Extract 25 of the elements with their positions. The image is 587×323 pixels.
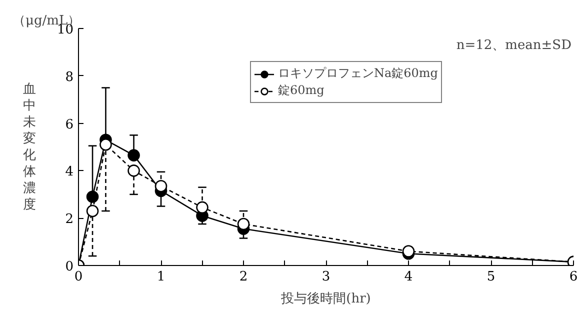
point xyxy=(154,180,168,192)
x-tick-label: 4 xyxy=(404,270,413,284)
legend-label: 錠60mg xyxy=(278,82,324,99)
point xyxy=(100,138,112,151)
point xyxy=(128,164,140,177)
y-tick-label: 0 xyxy=(65,260,74,274)
point xyxy=(86,190,99,203)
x-axis-title: 投与後時間(hr) xyxy=(280,292,371,306)
point xyxy=(402,245,415,258)
x-tick-label: 1 xyxy=(156,270,166,284)
y-tick-label: 6 xyxy=(65,117,74,132)
legend-label: ロキソプロフェンNa錠60mg xyxy=(278,65,438,82)
point xyxy=(86,204,99,218)
x-tick-label: 3 xyxy=(322,270,330,284)
x-tick-label: 6 xyxy=(569,270,578,284)
point xyxy=(237,218,250,230)
y-tick-label: 8 xyxy=(65,70,74,85)
y-tick-label: 4 xyxy=(65,164,74,180)
point xyxy=(128,149,140,162)
point xyxy=(196,201,208,214)
y-tick-label: 2 xyxy=(65,212,74,228)
annotation: n=12、mean±SD xyxy=(456,38,572,53)
y-axis-title: 血中未変化体濃度 xyxy=(22,82,36,212)
x-tick-label: 2 xyxy=(239,270,248,284)
x-tick-label: 5 xyxy=(486,270,496,284)
